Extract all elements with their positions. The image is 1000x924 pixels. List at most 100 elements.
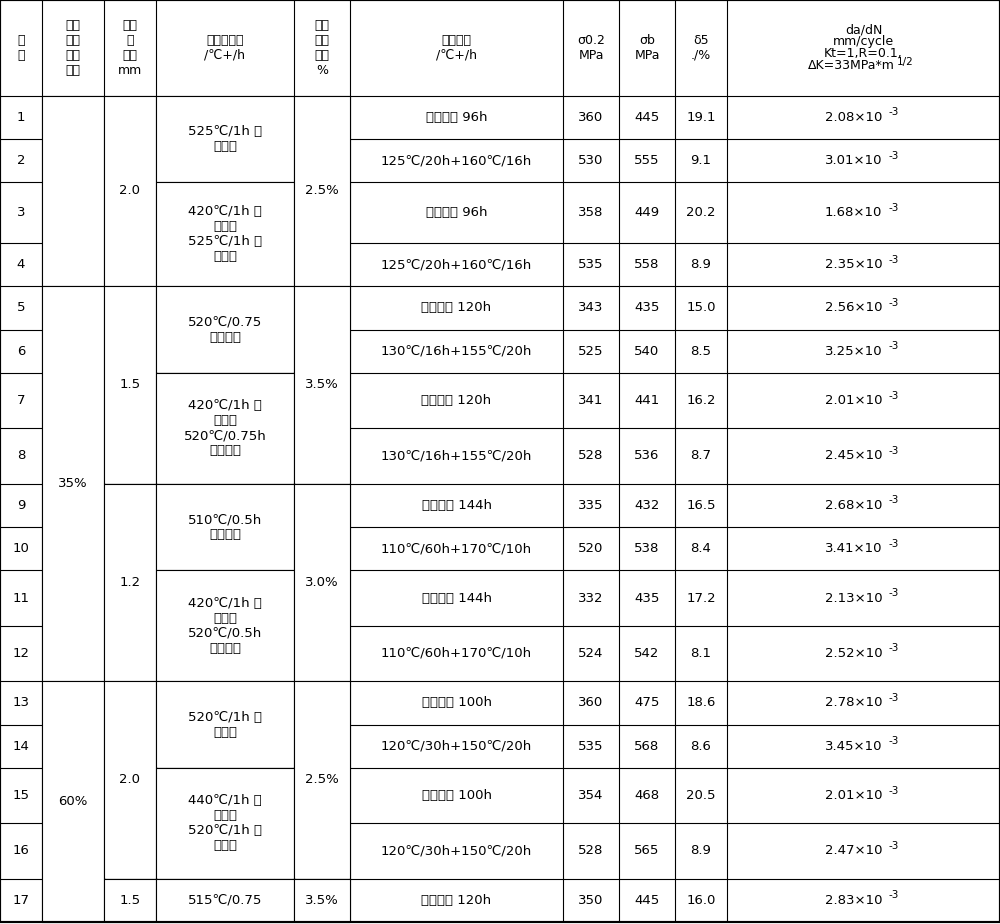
Text: 16.5: 16.5 <box>686 499 716 512</box>
Text: 341: 341 <box>578 394 604 407</box>
Text: -3: -3 <box>888 588 899 598</box>
Text: 525: 525 <box>578 345 604 358</box>
Text: 3.01×10: 3.01×10 <box>825 154 882 167</box>
Text: 110℃/60h+170℃/10h: 110℃/60h+170℃/10h <box>381 542 532 555</box>
Text: 板材
厚
度，
mm: 板材 厚 度， mm <box>118 18 142 77</box>
Bar <box>156 373 294 483</box>
Text: 3.0%: 3.0% <box>305 576 339 589</box>
Text: -3: -3 <box>888 151 899 161</box>
Text: 520: 520 <box>578 542 604 555</box>
Text: -3: -3 <box>888 693 899 703</box>
Text: 130℃/16h+155℃/20h: 130℃/16h+155℃/20h <box>381 449 532 462</box>
Text: -3: -3 <box>888 391 899 400</box>
Text: 8.1: 8.1 <box>690 647 712 660</box>
Text: 2.01×10: 2.01×10 <box>825 394 882 407</box>
Bar <box>42 286 104 681</box>
Text: 441: 441 <box>634 394 660 407</box>
Text: 17: 17 <box>12 894 30 906</box>
Text: 19.1: 19.1 <box>686 111 716 124</box>
Bar <box>104 682 156 878</box>
Text: 室温放置 120h: 室温放置 120h <box>421 394 492 407</box>
Text: 9.1: 9.1 <box>690 154 712 167</box>
Text: 540: 540 <box>634 345 660 358</box>
Bar <box>104 96 156 286</box>
Text: 528: 528 <box>578 449 604 462</box>
Text: 8.9: 8.9 <box>691 258 711 271</box>
Text: 9: 9 <box>17 499 25 512</box>
Text: 3.5%: 3.5% <box>305 894 339 906</box>
Text: 室温放置 144h: 室温放置 144h <box>422 499 492 512</box>
Text: 120℃/30h+150℃/20h: 120℃/30h+150℃/20h <box>381 845 532 857</box>
Text: 1.5: 1.5 <box>119 379 141 392</box>
Text: 预拉
伸变
形量
%: 预拉 伸变 形量 % <box>314 18 330 77</box>
Text: 110℃/60h+170℃/10h: 110℃/60h+170℃/10h <box>381 647 532 660</box>
Text: 室温放置 100h: 室温放置 100h <box>422 789 492 802</box>
Text: 15.0: 15.0 <box>686 301 716 314</box>
Text: 16.2: 16.2 <box>686 394 716 407</box>
Text: 2.68×10: 2.68×10 <box>825 499 882 512</box>
Text: 20.5: 20.5 <box>686 789 716 802</box>
Text: 室温放置 120h: 室温放置 120h <box>421 894 492 906</box>
Text: 360: 360 <box>578 697 604 710</box>
Text: 360: 360 <box>578 111 604 124</box>
Text: -3: -3 <box>888 341 899 351</box>
Text: 125℃/20h+160℃/16h: 125℃/20h+160℃/16h <box>381 154 532 167</box>
Text: 18.6: 18.6 <box>686 697 716 710</box>
Bar <box>156 286 294 372</box>
Text: 2.47×10: 2.47×10 <box>825 845 882 857</box>
Text: σb
MPa: σb MPa <box>634 34 660 62</box>
Text: 432: 432 <box>634 499 660 512</box>
Text: 60%: 60% <box>58 795 88 808</box>
Text: 10: 10 <box>13 542 29 555</box>
Text: 8.6: 8.6 <box>691 740 711 753</box>
Text: 室温放置 144h: 室温放置 144h <box>422 591 492 604</box>
Text: 528: 528 <box>578 845 604 857</box>
Text: 热处理制度
/℃+/h: 热处理制度 /℃+/h <box>205 34 246 62</box>
Text: 3: 3 <box>17 206 25 219</box>
Text: -3: -3 <box>888 736 899 747</box>
Text: 343: 343 <box>578 301 604 314</box>
Text: 130℃/16h+155℃/20h: 130℃/16h+155℃/20h <box>381 345 532 358</box>
Text: 335: 335 <box>578 499 604 512</box>
Text: 332: 332 <box>578 591 604 604</box>
Text: 520℃/1h 固
溶处理: 520℃/1h 固 溶处理 <box>188 711 262 738</box>
Text: 2.01×10: 2.01×10 <box>825 789 882 802</box>
Text: ΔK=33MPa*m: ΔK=33MPa*m <box>808 59 895 72</box>
Text: 14: 14 <box>13 740 29 753</box>
Text: 1.2: 1.2 <box>119 576 141 589</box>
Bar <box>294 286 350 483</box>
Text: 2.52×10: 2.52×10 <box>825 647 882 660</box>
Text: 2.83×10: 2.83×10 <box>825 894 882 906</box>
Bar <box>104 879 156 921</box>
Bar <box>294 96 350 286</box>
Text: 17.2: 17.2 <box>686 591 716 604</box>
Bar <box>294 484 350 681</box>
Text: σ0.2
MPa: σ0.2 MPa <box>577 34 605 62</box>
Text: 475: 475 <box>634 697 660 710</box>
Text: δ5
./%: δ5 ./% <box>691 34 711 62</box>
Text: 室温放置 120h: 室温放置 120h <box>421 301 492 314</box>
Bar <box>156 879 294 921</box>
Text: 535: 535 <box>578 258 604 271</box>
Text: 530: 530 <box>578 154 604 167</box>
Text: 序
号: 序 号 <box>17 34 25 62</box>
Text: 2.13×10: 2.13×10 <box>825 591 882 604</box>
Bar <box>104 286 156 483</box>
Text: 6: 6 <box>17 345 25 358</box>
Text: 3.45×10: 3.45×10 <box>825 740 882 753</box>
Text: 449: 449 <box>634 206 660 219</box>
Text: 510℃/0.5h
固溶处理: 510℃/0.5h 固溶处理 <box>188 513 262 541</box>
Text: -3: -3 <box>888 202 899 213</box>
Text: -3: -3 <box>888 298 899 308</box>
Text: 568: 568 <box>634 740 660 753</box>
Text: 1: 1 <box>17 111 25 124</box>
Text: 524: 524 <box>578 647 604 660</box>
Text: 2.5%: 2.5% <box>305 773 339 786</box>
Bar <box>294 879 350 921</box>
Text: 20.2: 20.2 <box>686 206 716 219</box>
Text: 时效制度
/℃+/h: 时效制度 /℃+/h <box>436 34 477 62</box>
Text: 358: 358 <box>578 206 604 219</box>
Text: 5: 5 <box>17 301 25 314</box>
Text: 室温放置 96h: 室温放置 96h <box>426 206 487 219</box>
Text: 2.78×10: 2.78×10 <box>825 697 882 710</box>
